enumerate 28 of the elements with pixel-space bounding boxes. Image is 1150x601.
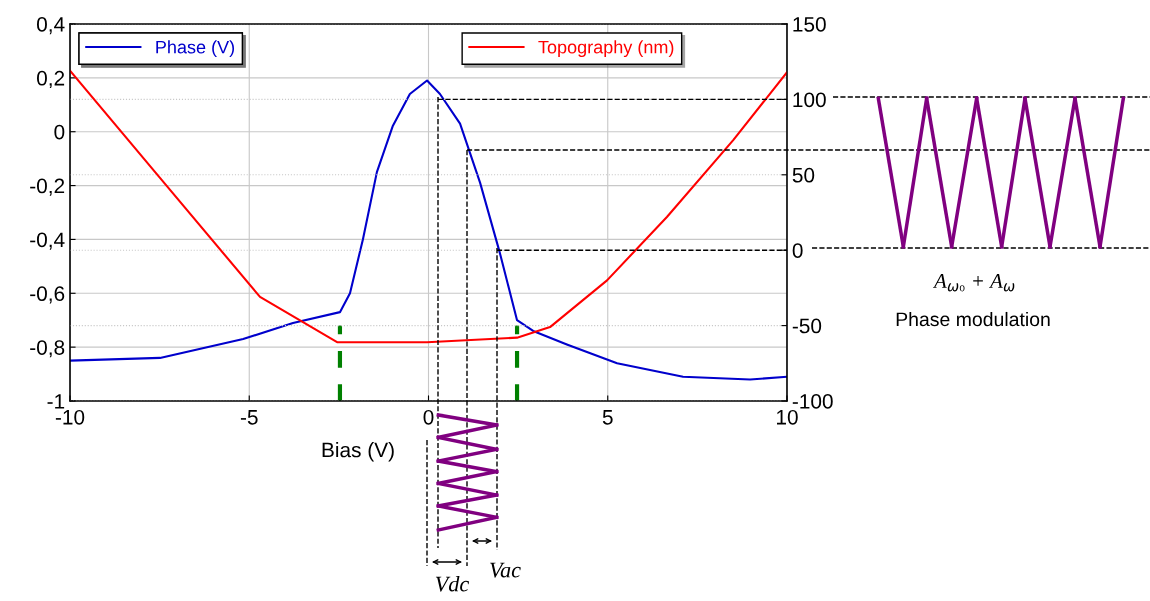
y2-tick-label: -100 [792,394,833,409]
y2-tick-label: 50 [792,167,815,183]
text: Vdc [435,575,470,592]
y2-tick-label: 0 [792,243,803,258]
line-series [70,79,787,381]
y-tick-label: 0,2 [36,70,65,89]
x-tick-label: -10 [55,409,85,425]
line-series [70,69,787,344]
y2-tick-label: 100 [793,92,826,108]
y-tick-label: -1 [47,394,65,409]
legend-label: Phase (V) [156,40,235,58]
y2-tick-label: -50 [792,318,822,334]
text: Vac [490,562,521,578]
x-tick-label: 5 [602,410,613,425]
text: A$_{ω₀}$ + A$_{ω}$ [932,274,1015,292]
x-axis-title: Bias (V) [322,442,394,462]
y-tick-label: 0,4 [36,17,65,35]
x-tick-label: 10 [777,409,798,425]
y2-tick-label: 150 [793,17,826,32]
text: Phase modulation [896,311,1050,327]
x-tick-label: 0 [423,409,434,425]
legend-label: Topography (nm) [538,40,674,58]
y-tick-label: -0,2 [30,178,65,196]
y-tick-label: 0 [54,124,65,140]
y-tick-label: -0,6 [30,286,65,304]
y-tick-label: -0,4 [30,232,65,250]
y-tick-label: -0,8 [30,340,65,358]
x-tick-label: -5 [240,410,258,425]
